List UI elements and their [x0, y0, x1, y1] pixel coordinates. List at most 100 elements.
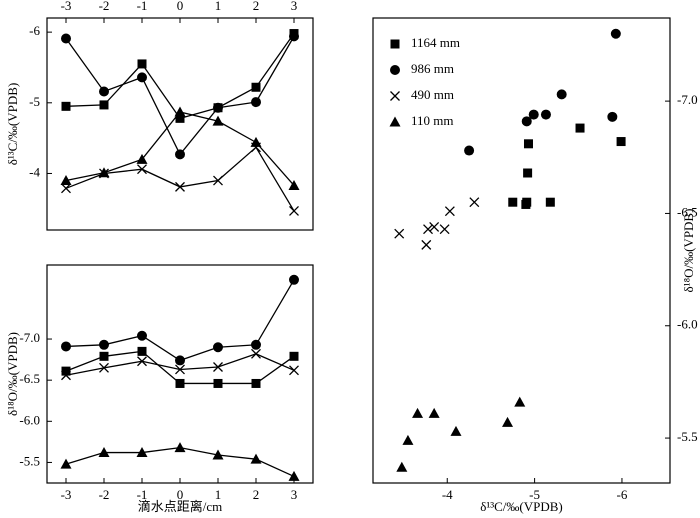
data-point	[175, 364, 185, 375]
data-point	[99, 100, 109, 110]
data-point	[521, 199, 531, 209]
data-point	[60, 175, 72, 186]
data-point	[60, 458, 72, 469]
data-point	[289, 365, 299, 376]
data-point	[213, 102, 223, 113]
data-point	[528, 109, 539, 120]
data-point	[289, 31, 299, 42]
data-point	[610, 28, 621, 39]
y-tick-label: -7.0	[19, 330, 40, 345]
x-tick-label: -6	[617, 487, 628, 502]
data-point	[251, 378, 261, 388]
data-point	[288, 470, 300, 481]
x-tick-label: 3	[291, 0, 298, 13]
data-point	[469, 197, 480, 208]
data-point	[429, 221, 440, 232]
y-tick-label: -6.5	[19, 371, 40, 386]
data-point	[575, 123, 585, 133]
legend-marker	[389, 116, 401, 127]
data-point	[61, 183, 71, 194]
data-point	[137, 72, 147, 83]
data-point	[289, 274, 299, 285]
x-tick-label: -2	[99, 487, 110, 502]
data-point	[250, 453, 262, 464]
data-point	[137, 330, 147, 341]
data-point	[61, 33, 71, 44]
x-tick-label: 2	[253, 487, 260, 502]
data-point	[212, 115, 224, 126]
data-point	[98, 167, 110, 178]
data-point	[99, 351, 109, 361]
data-point	[540, 109, 551, 120]
y-tick-label: -5.5	[677, 429, 698, 444]
y-axis-label: δ¹³C/‰(VPDB)	[5, 83, 20, 166]
data-point	[523, 139, 533, 149]
data-point	[394, 228, 405, 239]
data-point	[174, 106, 186, 117]
data-point	[99, 86, 109, 97]
data-point	[213, 175, 223, 186]
y-tick-label: -6	[29, 23, 40, 38]
data-point	[99, 339, 109, 350]
x-tick-label: -1	[137, 487, 148, 502]
legend-label: 986 mm	[411, 61, 454, 76]
data-point	[61, 366, 71, 376]
data-point	[61, 341, 71, 352]
data-point	[175, 355, 185, 366]
legend-marker	[390, 91, 400, 101]
legend-label: 110 mm	[411, 113, 454, 128]
y-tick-label: -5	[29, 94, 40, 109]
data-point	[289, 205, 299, 216]
y-axis-label: δ¹⁸O/‰(VPDB)	[5, 332, 20, 416]
data-point	[508, 197, 518, 207]
legend-marker	[390, 65, 400, 75]
data-point	[450, 425, 462, 436]
data-point	[137, 356, 147, 367]
data-point	[444, 206, 455, 217]
data-point	[251, 339, 261, 350]
data-point	[514, 396, 526, 407]
series-line	[65, 36, 295, 156]
data-point	[136, 447, 148, 458]
legend-marker	[390, 39, 400, 49]
data-point	[136, 153, 148, 164]
data-point	[175, 113, 185, 123]
data-point	[428, 407, 440, 418]
x-tick-label: 1	[215, 487, 222, 502]
panel-frame	[372, 17, 671, 484]
data-point	[412, 407, 424, 418]
data-point	[137, 164, 147, 175]
data-point	[616, 137, 626, 147]
data-point	[439, 224, 450, 235]
y-tick-label: -5.5	[19, 453, 40, 468]
x-tick-label: 1	[215, 0, 222, 13]
data-point	[213, 342, 223, 353]
data-point	[545, 197, 555, 207]
data-point	[251, 82, 261, 92]
data-point	[212, 449, 224, 460]
y-tick-label: -7.0	[677, 92, 698, 107]
data-point	[98, 447, 110, 458]
x-tick-label: -1	[137, 0, 148, 13]
data-point	[174, 442, 186, 453]
y-tick-label: -4	[29, 164, 40, 179]
data-point	[137, 59, 147, 69]
data-point	[250, 136, 262, 147]
x-axis-label: δ¹³C/‰(VPDB)	[480, 499, 563, 514]
data-point	[556, 89, 567, 100]
data-point	[421, 239, 432, 250]
data-point	[213, 362, 223, 372]
y-tick-label: -6.5	[677, 204, 698, 219]
data-point	[289, 351, 299, 361]
legend-label: 1164 mm	[411, 35, 460, 50]
data-point	[61, 370, 71, 381]
data-point	[251, 97, 261, 108]
x-tick-label: 3	[291, 487, 298, 502]
panel-frame	[46, 17, 314, 231]
y-axis-label: δ¹⁸O/‰(VPDB)	[681, 209, 696, 293]
data-point	[423, 224, 433, 235]
data-point	[523, 168, 533, 178]
data-point	[502, 416, 514, 427]
series-line	[65, 279, 295, 362]
